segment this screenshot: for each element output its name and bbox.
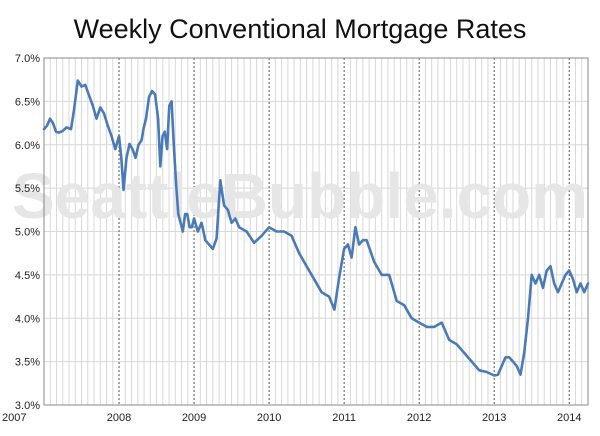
y-tick-label: 4.0% <box>15 313 40 325</box>
x-tick-label: 2007 <box>2 412 26 424</box>
plot-frame <box>43 57 589 406</box>
x-tick-label: 2010 <box>257 412 281 424</box>
y-tick-label: 5.0% <box>15 227 40 239</box>
y-tick-label: 3.5% <box>15 357 40 369</box>
y-tick-label: 6.5% <box>15 96 40 108</box>
x-tick-label: 2012 <box>407 412 431 424</box>
x-tick-label: 2014 <box>557 412 581 424</box>
watermark-text: SeattleBubble.com <box>12 160 588 232</box>
y-tick-label: 3.0% <box>15 400 40 412</box>
y-tick-label: 4.5% <box>15 270 40 282</box>
year-grid-lines <box>118 58 570 405</box>
x-tick-label: 2008 <box>107 412 131 424</box>
x-tick-label: 2009 <box>182 412 206 424</box>
y-tick-label: 7.0% <box>15 53 40 65</box>
x-axis-ticks: 2007 2008 2009 2010 2011 2012 2013 2014 <box>2 412 581 424</box>
chart-title: Weekly Conventional Mortgage Rates <box>74 14 527 44</box>
x-tick-label: 2013 <box>482 412 506 424</box>
y-tick-label: 5.5% <box>15 183 40 195</box>
x-tick-label: 2011 <box>332 412 356 424</box>
y-tick-label: 6.0% <box>15 140 40 152</box>
series-line <box>42 79 590 377</box>
y-axis-ticks: 3.0% 3.5% 4.0% 4.5% 5.0% 5.5% 6.0% 6.5% 7.0% <box>15 53 40 412</box>
